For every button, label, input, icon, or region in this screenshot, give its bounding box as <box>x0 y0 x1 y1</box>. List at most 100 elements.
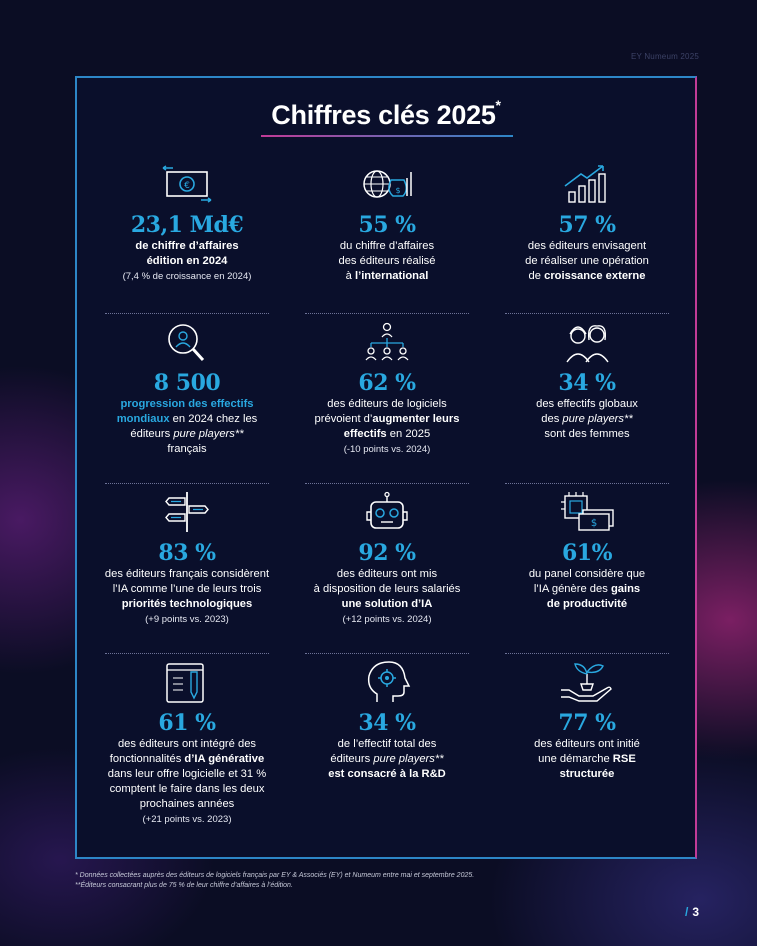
stat-line: l’IA comme l’une de leurs trois <box>105 582 269 597</box>
stat-text: éditeurs <box>130 428 174 440</box>
stat-description: de chiffre d’affaires édition en 2024 (7,4… <box>123 239 252 284</box>
stat-line: des éditeurs réalisé <box>338 254 435 269</box>
stat-description: des éditeurs de logiciels prévoient d’aug… <box>315 397 460 457</box>
stat-text: une solution d’IA <box>341 598 433 610</box>
stat-line: prévoient d’augmenter leurs <box>315 412 460 427</box>
org-chart-icon <box>357 320 417 364</box>
stat-description: des éditeurs français considèrent l’IA co… <box>105 567 269 627</box>
stat-text: de productivité <box>546 598 628 610</box>
stat-text: à <box>345 270 355 282</box>
stat-line: de productivité <box>529 597 645 612</box>
stat-text: (+21 points vs. 2023) <box>142 814 232 825</box>
stat-value: 61 % <box>158 710 216 736</box>
stat-line: dans leur offre logicielle et 31 % <box>108 767 266 782</box>
stat-line: à l’international <box>338 269 435 284</box>
stat-value: 62 % <box>358 370 416 396</box>
stat-text: du chiffre d’affaires <box>339 240 435 252</box>
globe-money-bag-icon: $ <box>357 162 417 206</box>
stat-line: de croissance externe <box>525 269 649 284</box>
women-icon <box>557 320 617 364</box>
stat-description: des effectifs globaux des pure players** s… <box>536 397 638 442</box>
stat-card: 83 % des éditeurs français considèrent l’I… <box>87 484 287 654</box>
stat-text: comptent le faire dans les deux <box>109 783 265 795</box>
stat-text: à disposition de leurs salariés <box>313 583 461 595</box>
stat-line: (+21 points vs. 2023) <box>108 812 266 827</box>
stat-text: des éditeurs ont intégré des <box>117 738 257 750</box>
stat-line: des effectifs globaux <box>536 397 638 412</box>
stat-card: $55 % du chiffre d’affaires des éditeurs r… <box>287 156 487 314</box>
stat-value: 23,1 Md€ <box>130 212 244 238</box>
stat-line: des éditeurs envisagent <box>525 239 649 254</box>
stat-value: 92 % <box>358 540 416 566</box>
stat-line: éditeurs pure players** <box>117 427 258 442</box>
stat-text: français <box>167 443 207 455</box>
stat-line: est consacré à la R&D <box>328 767 446 782</box>
stat-line: du panel considère que <box>529 567 645 582</box>
stat-line: du chiffre d’affaires <box>338 239 435 254</box>
stat-value: 77 % <box>558 710 616 736</box>
stat-value: 34 % <box>558 370 616 396</box>
stat-text: augmenter leurs <box>372 413 460 425</box>
magnifier-person-icon <box>157 320 217 364</box>
growth-chart-icon <box>557 162 617 206</box>
stat-text: des éditeurs ont initié <box>534 738 640 750</box>
stat-text: éditeurs <box>330 753 374 765</box>
stat-line: comptent le faire dans les deux <box>108 782 266 797</box>
stat-text: mondiaux <box>116 413 170 425</box>
stat-line: priorités technologiques <box>105 597 269 612</box>
footnote-1: * Données collectées auprès des éditeurs… <box>75 872 475 879</box>
stat-description: des éditeurs ont initié une démarche RSE s… <box>534 737 640 782</box>
signpost-icon <box>157 490 217 534</box>
stat-value: 61% <box>561 540 613 566</box>
stat-description: de l’effectif total des éditeurs pure pla… <box>328 737 446 782</box>
stat-text: des éditeurs ont mis <box>336 568 438 580</box>
stat-line: français <box>117 442 258 457</box>
stat-line: éditeurs pure players** <box>328 752 446 767</box>
stat-value: 34 % <box>358 710 416 736</box>
key-figures-panel: Chiffres clés 2025* €23,1 Md€ de chiffre … <box>75 76 697 859</box>
stat-line: sont des femmes <box>536 427 638 442</box>
stat-line: de réaliser une opération <box>525 254 649 269</box>
stat-text: une démarche <box>538 753 613 765</box>
stat-text: l’IA génère des <box>533 583 611 595</box>
stat-text: RSE <box>612 753 636 765</box>
stat-text: est consacré à la R&D <box>328 768 446 780</box>
stat-text: prochaines années <box>139 798 235 810</box>
stat-text: des effectifs globaux <box>536 398 638 410</box>
stat-line: à disposition de leurs salariés <box>314 582 461 597</box>
svg-text:$: $ <box>395 186 400 195</box>
stat-card: 61 % des éditeurs ont intégré des fonction… <box>87 654 287 844</box>
stat-card: 34 % des effectifs globaux des pure player… <box>487 314 687 484</box>
stat-text: des éditeurs réalisé <box>338 255 436 267</box>
stat-text: structurée <box>559 768 615 780</box>
stat-text: dans leur offre logicielle et 31 % <box>107 768 267 780</box>
page-number: /3 <box>684 905 699 919</box>
stat-card: 77 % des éditeurs ont initié une démarche … <box>487 654 687 844</box>
stat-text: pure players** <box>373 753 444 765</box>
chip-cash-icon: $ <box>557 490 617 534</box>
stat-line: (+9 points vs. 2023) <box>105 612 269 627</box>
stat-description: des éditeurs ont intégré des fonctionnali… <box>108 737 266 827</box>
stat-line: (-10 points vs. 2024) <box>315 442 460 457</box>
stat-text: (+9 points vs. 2023) <box>145 614 229 625</box>
stat-line: prochaines années <box>108 797 266 812</box>
stat-line: une démarche RSE <box>534 752 640 767</box>
stat-text: de réaliser une opération <box>525 255 649 267</box>
stat-text: de l’effectif total des <box>337 738 437 750</box>
stat-text: (+12 points vs. 2024) <box>342 614 432 625</box>
stat-card: 8 500 progression des effectifs mondiaux e… <box>87 314 287 484</box>
stat-text: des éditeurs envisagent <box>527 240 647 252</box>
stat-text: des <box>541 413 563 425</box>
stat-value: 55 % <box>358 212 416 238</box>
stat-line: des éditeurs ont mis <box>314 567 461 582</box>
stat-card: 92 % des éditeurs ont mis à disposition de… <box>287 484 487 654</box>
stats-grid: €23,1 Md€ de chiffre d’affaires édition en… <box>87 156 687 844</box>
svg-text:€: € <box>184 181 190 191</box>
stat-text: effectifs <box>343 428 387 440</box>
header-tag: EY Numeum 2025 <box>630 52 699 61</box>
stat-value: 57 % <box>558 212 616 238</box>
stat-text: (7,4 % de croissance en 2024) <box>122 271 252 282</box>
stat-card: €23,1 Md€ de chiffre d’affaires édition en… <box>87 156 287 314</box>
stat-text: priorités technologiques <box>121 598 253 610</box>
stat-description: du chiffre d’affaires des éditeurs réalis… <box>338 239 435 284</box>
